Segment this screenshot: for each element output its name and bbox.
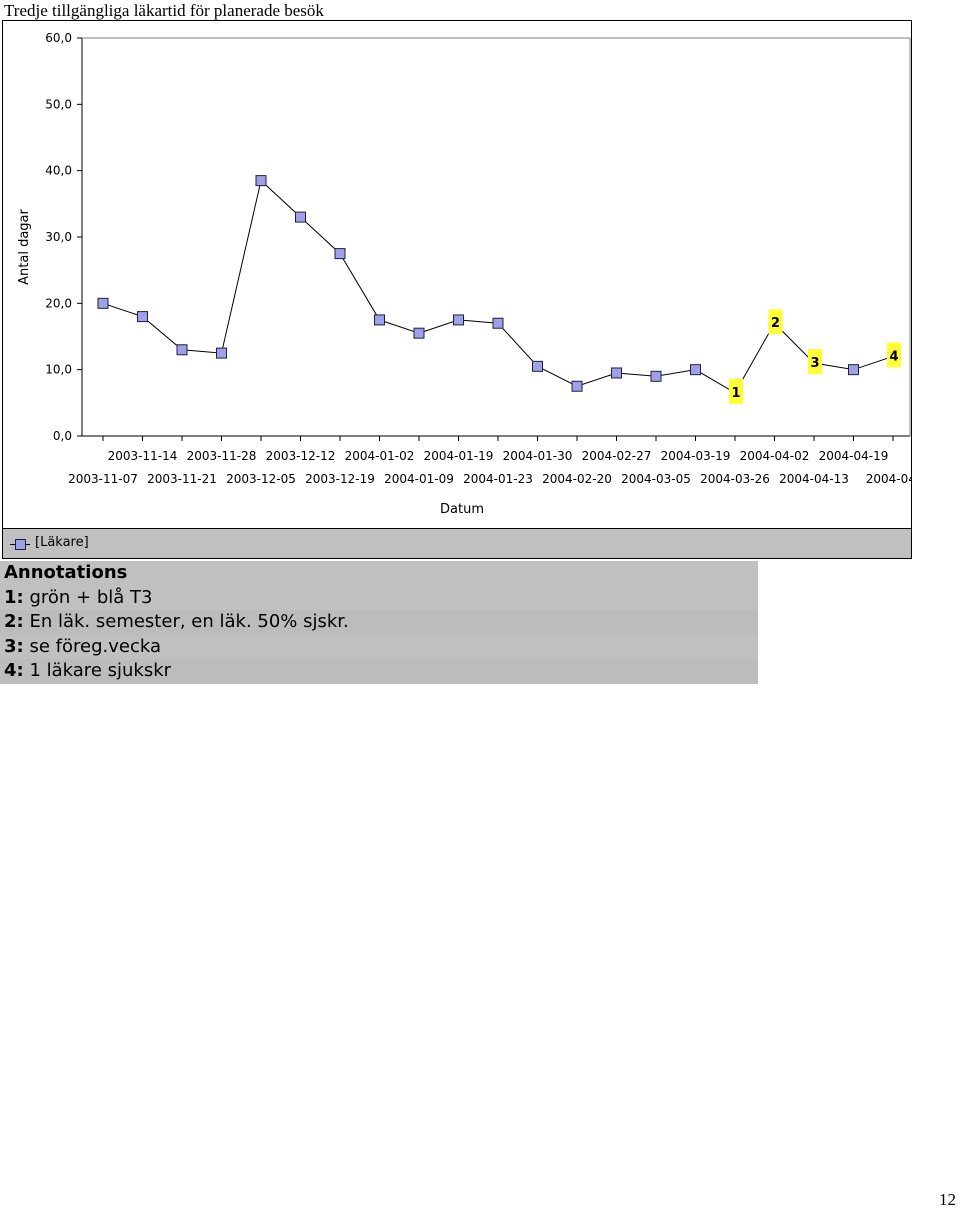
annotation-text: En läk. semester, en läk. 50% sjskr. [29, 611, 349, 632]
x-axis-title: Datum [440, 502, 484, 517]
annotation-marker-label: 1 [731, 386, 740, 401]
data-point-marker [97, 297, 109, 309]
y-tick-label: 30,0 [45, 230, 72, 244]
annotation-number: 4: [4, 660, 24, 681]
data-point-marker [532, 360, 543, 372]
x-tick-label: 2004-01-30 [503, 449, 573, 463]
point-annotations: 1 2 3 4 [729, 309, 901, 404]
annotation-marker-label: 3 [810, 356, 819, 371]
x-tick-label: 2004-03-19 [661, 449, 731, 463]
annotation-number: 2: [4, 611, 24, 632]
line-chart: 0,010,020,030,040,050,060,0 2003-11-0720… [17, 31, 911, 517]
annotation-text: se föreg.vecka [29, 635, 161, 657]
data-point-marker [334, 248, 346, 260]
x-tick-label: 2004-02-20 [542, 472, 612, 486]
x-tick-label: 2004-02-27 [582, 449, 652, 463]
x-tick-label: 2004-04-02 [740, 449, 810, 463]
x-tick-label: 2003-11-14 [108, 449, 178, 463]
plot-area [81, 37, 911, 437]
y-axis: 0,0 10,0 20,0 30,0 40,0 50,0 60,0 [45, 31, 82, 443]
annotation-number: 1: [4, 586, 24, 608]
data-point-marker [295, 211, 306, 223]
annotation-marker [729, 378, 743, 404]
data-point-marker [848, 364, 859, 376]
chart-legend: [Läkare] [2, 528, 912, 559]
data-point-marker [374, 314, 385, 326]
y-tick-label: 0,0 [53, 429, 72, 443]
data-point-marker [216, 347, 227, 359]
x-tick-label: 2003-12-12 [266, 449, 336, 463]
annotations-panel: Annotations 1: grön + blå T3 2: En läk. … [0, 561, 758, 684]
x-tick-label: 2004-01-23 [463, 472, 533, 486]
annotation-number: 3: [4, 635, 24, 657]
x-tick-label: 2004-03-26 [700, 472, 770, 486]
data-point-marker [690, 364, 701, 376]
y-tick-label: 10,0 [45, 363, 72, 377]
annotation-item: 4: 1 läkare sjukskr [0, 659, 758, 684]
page-title: Tredje tillgängliga läkartid för planera… [4, 1, 324, 20]
data-point-marker [650, 370, 662, 382]
y-tick-label: 40,0 [45, 164, 72, 178]
page-number: 12 [939, 1190, 956, 1209]
legend-label: [Läkare] [35, 535, 89, 550]
annotation-marker-label: 4 [889, 349, 898, 364]
x-tick-label: 2004-01-02 [345, 449, 415, 463]
annotation-marker [768, 309, 783, 335]
x-tick-label: 2004-04- [866, 472, 911, 486]
x-tick-label: 2003-11-07 [68, 472, 138, 486]
annotation-marker-label: 2 [771, 316, 780, 331]
x-tick-label: 2003-12-05 [226, 472, 296, 486]
x-tick-label: 2004-04-19 [819, 449, 889, 463]
x-tick-label: 2004-01-09 [384, 472, 454, 486]
data-point-marker [611, 367, 622, 379]
annotation-item: 3: se föreg.vecka [0, 634, 758, 659]
series-markers [97, 175, 859, 392]
data-point-marker [453, 314, 464, 326]
y-tick-label: 50,0 [45, 97, 72, 111]
data-point-marker [413, 327, 425, 339]
annotation-item: 2: En läk. semester, en läk. 50% sjskr. [0, 610, 758, 635]
data-point-marker [492, 317, 504, 329]
chart-frame: 0,0 10,0 20,0 30,0 40,0 50,0 60,0 2003-11-07 20… [2, 20, 912, 558]
data-point-marker [571, 380, 583, 392]
y-tick-label: 20,0 [45, 296, 72, 310]
x-tick-label: 2004-04-13 [779, 472, 849, 486]
data-point-marker [255, 175, 267, 187]
annotation-text: grön + blå T3 [29, 586, 153, 608]
data-point-marker [176, 344, 188, 356]
data-point-marker [137, 311, 148, 323]
annotation-item: 1: grön + blå T3 [0, 585, 758, 610]
x-axis: 2003-11-07 2003-11-14 2003-11-21 2003-11-28… [68, 436, 911, 486]
x-tick-label: 2003-12-19 [305, 472, 375, 486]
x-tick-label: 2004-01-19 [424, 449, 494, 463]
plot-background [82, 38, 910, 436]
annotation-text: 1 läkare sjukskr [29, 660, 172, 681]
y-tick-label: 60,0 [45, 31, 72, 45]
legend-marker-icon [15, 539, 26, 550]
x-tick-label: 2004-03-05 [621, 472, 691, 486]
annotations-heading: Annotations [0, 561, 758, 586]
annotation-marker [808, 349, 822, 375]
x-tick-label: 2003-11-28 [187, 449, 257, 463]
y-axis-title: Antal dagar [17, 208, 32, 284]
x-tick-label: 2003-11-21 [147, 472, 217, 486]
annotation-marker [887, 342, 901, 368]
